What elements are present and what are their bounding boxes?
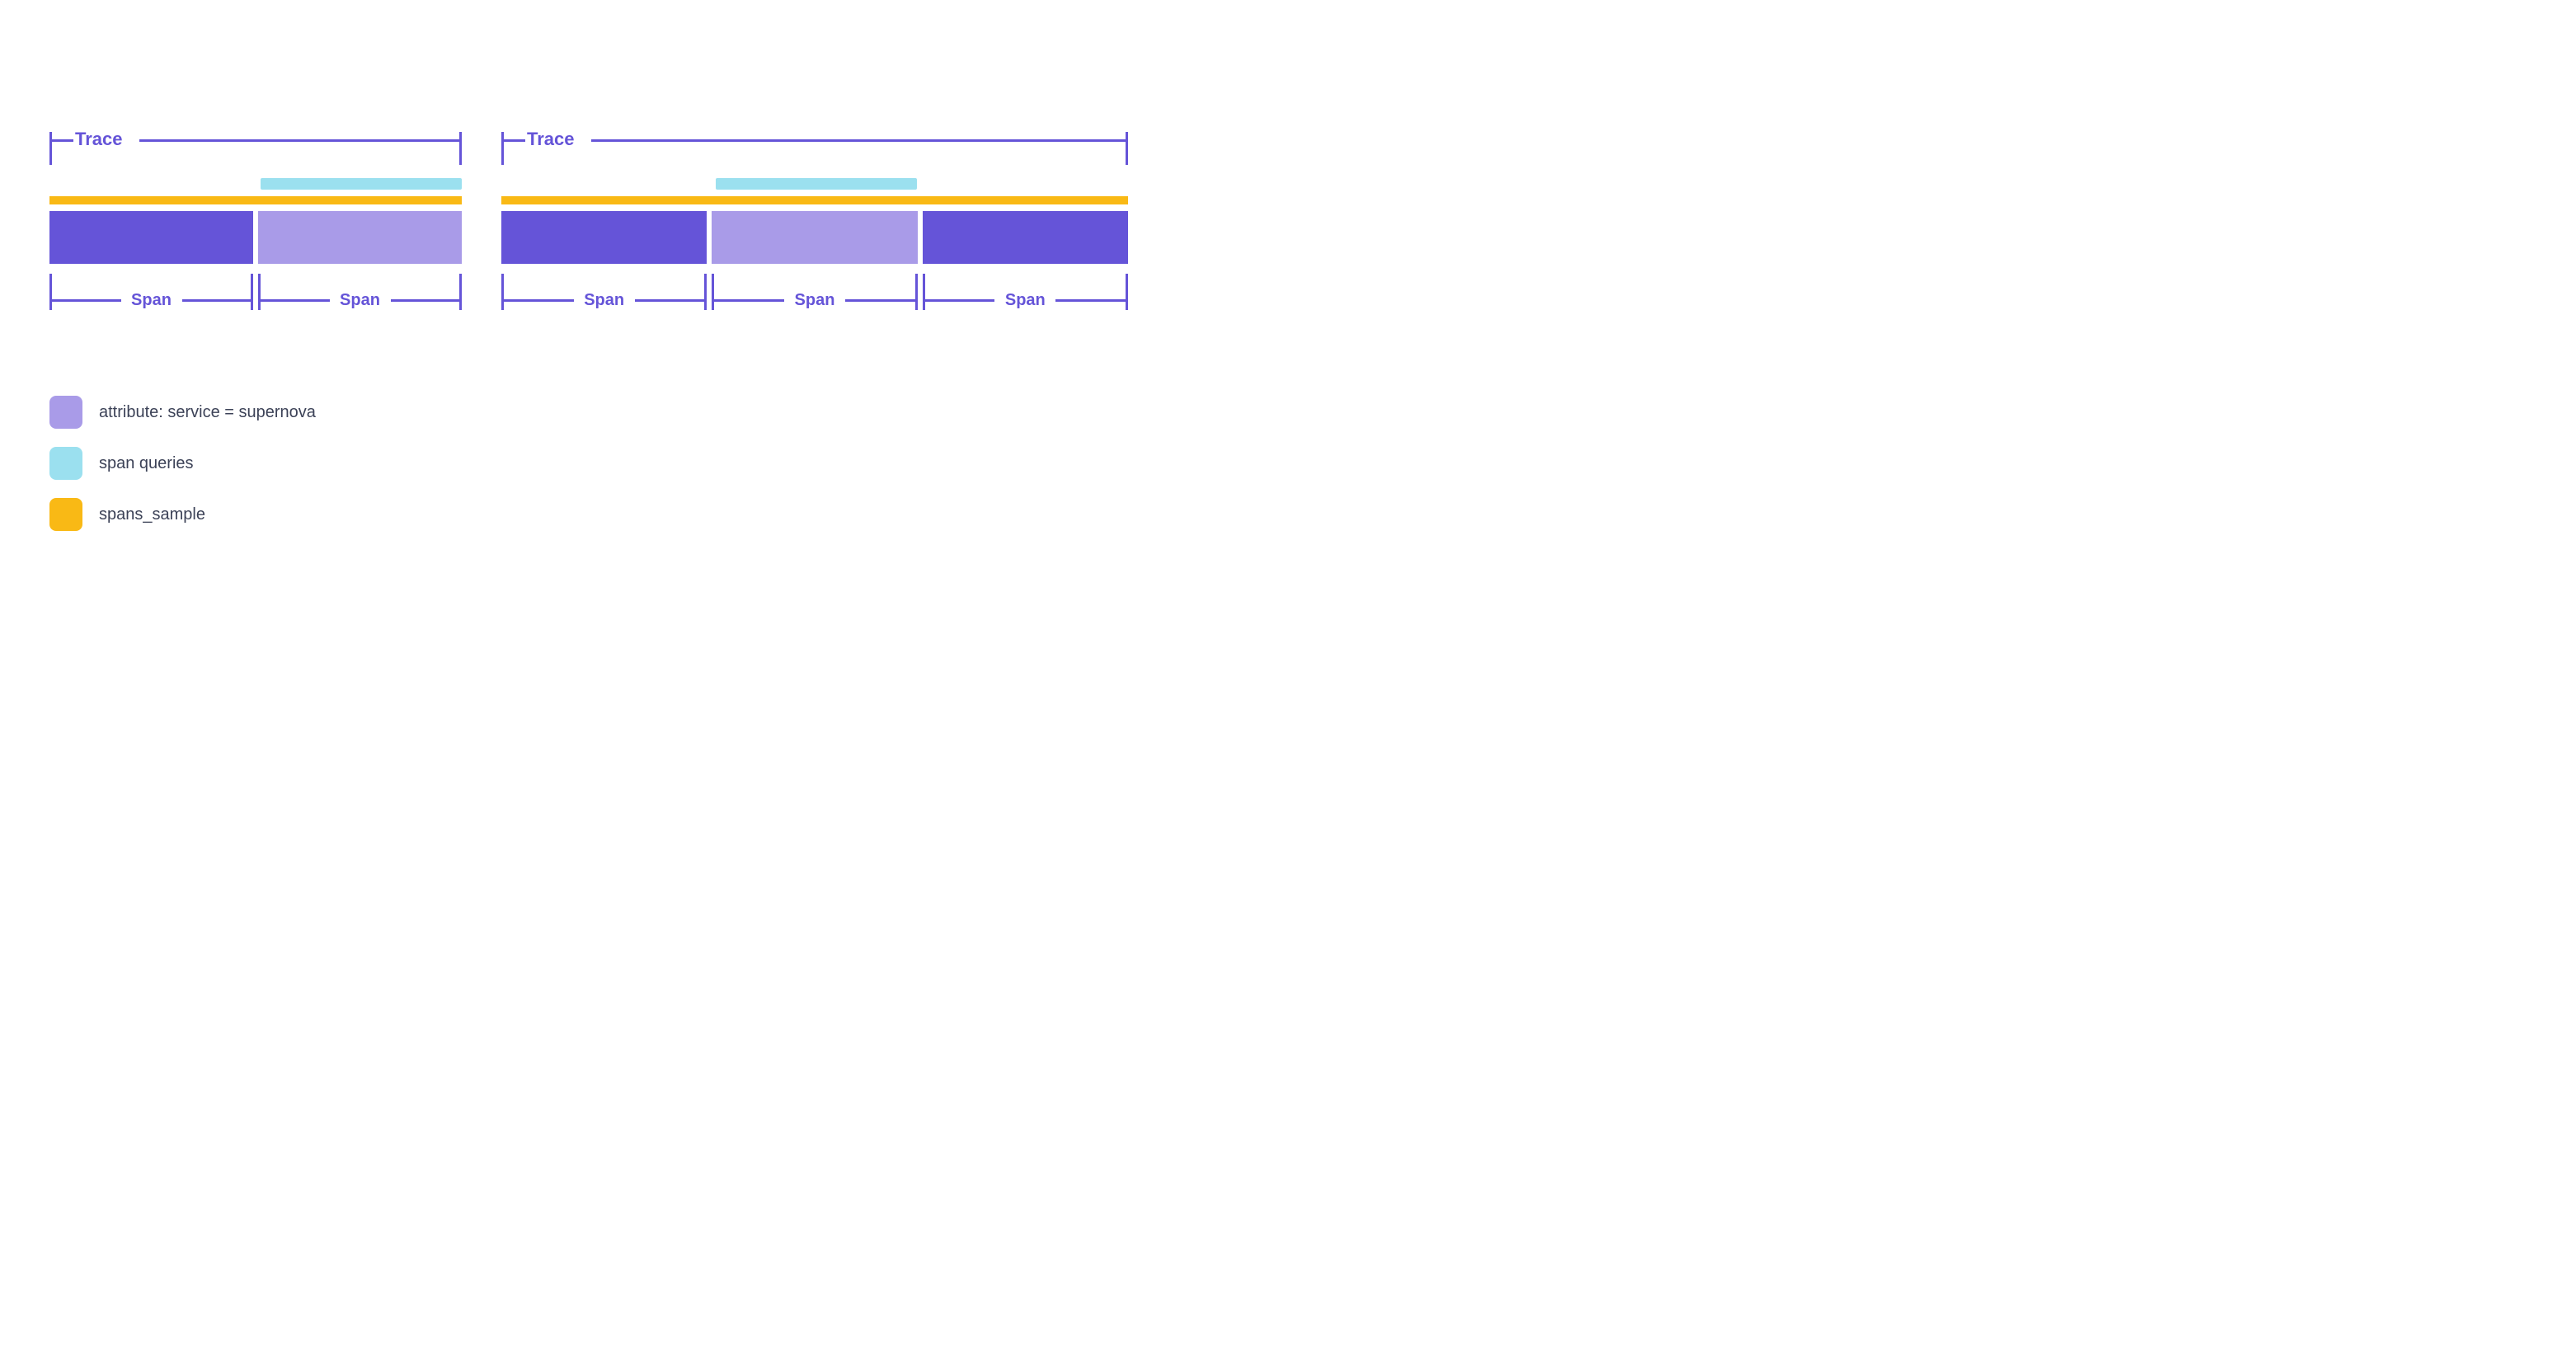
span-brackets-row: Span Span	[49, 274, 462, 310]
legend: attribute: service = supernova span queri…	[49, 396, 316, 531]
span-bracket: Span	[501, 274, 707, 310]
spans-row	[501, 211, 1128, 264]
span-query-bar	[716, 178, 917, 190]
trace-block: Trace Span Span Span	[501, 132, 1128, 313]
legend-label: span queries	[99, 454, 194, 473]
span-block	[49, 211, 253, 264]
trace-block: Trace Span Span	[49, 132, 462, 313]
legend-label: attribute: service = supernova	[99, 403, 316, 422]
spans-row	[49, 211, 462, 264]
span-bracket: Span	[258, 274, 462, 310]
spans-sample-bar	[49, 196, 462, 204]
trace-label: Trace	[75, 129, 123, 150]
span-brackets-row: Span Span Span	[501, 274, 1128, 310]
legend-row: span queries	[49, 447, 316, 480]
legend-row: attribute: service = supernova	[49, 396, 316, 429]
span-query-bar	[261, 178, 462, 190]
span-label: Span	[576, 291, 632, 310]
legend-swatch	[49, 447, 82, 480]
trace-diagram: Trace Span Span Trace Span Span Span attribute…	[49, 49, 1204, 643]
span-label: Span	[331, 291, 388, 310]
trace-bracket: Trace	[501, 132, 1128, 165]
legend-swatch	[49, 498, 82, 531]
span-block	[923, 211, 1128, 264]
span-bracket: Span	[712, 274, 917, 310]
span-label: Span	[123, 291, 180, 310]
span-block	[258, 211, 462, 264]
span-block	[712, 211, 917, 264]
trace-bracket: Trace	[49, 132, 462, 165]
span-bracket: Span	[923, 274, 1128, 310]
span-label: Span	[787, 291, 844, 310]
legend-swatch	[49, 396, 82, 429]
span-bracket: Span	[49, 274, 253, 310]
trace-label: Trace	[527, 129, 575, 150]
legend-row: spans_sample	[49, 498, 316, 531]
legend-label: spans_sample	[99, 505, 205, 524]
span-label: Span	[997, 291, 1054, 310]
traces-row: Trace Span Span Trace Span Span Span	[49, 132, 1128, 313]
span-block	[501, 211, 707, 264]
spans-sample-bar	[501, 196, 1128, 204]
